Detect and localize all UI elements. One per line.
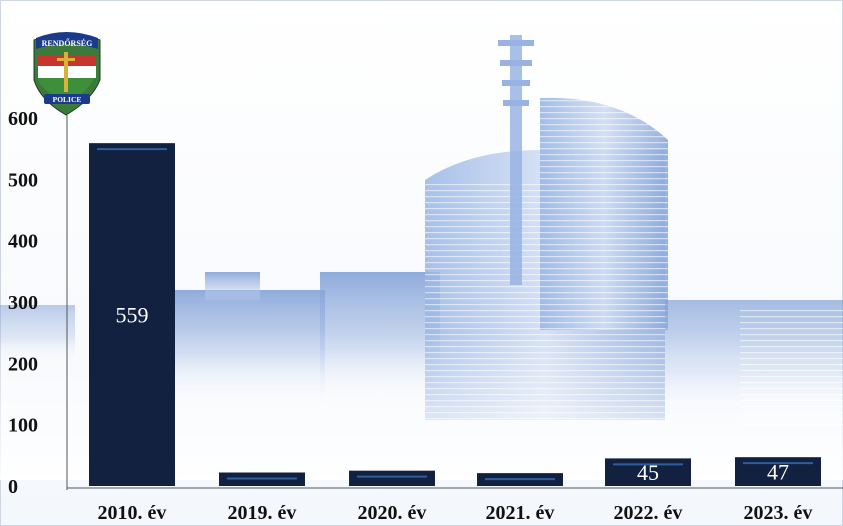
- bar-value-label: 47: [767, 460, 789, 485]
- logo-top-text: RENDŐRSÉG: [42, 38, 93, 48]
- x-tick-label: 2019. év: [228, 502, 297, 524]
- y-tick-label: 400: [8, 231, 38, 253]
- x-tick-label: 2010. év: [98, 502, 167, 524]
- y-tick-label: 100: [8, 415, 38, 437]
- bar: [605, 458, 691, 486]
- y-tick-label: 600: [8, 108, 38, 130]
- x-axis-ticks: 2010. év 2019. év 2020. év 2021. év 2022. év…: [98, 502, 813, 524]
- x-tick-label: 2023. év: [744, 502, 813, 524]
- logo-bottom-text: POLICE: [53, 95, 82, 104]
- x-tick-label: 2022. év: [614, 502, 683, 524]
- x-tick-label: 2021. év: [486, 502, 555, 524]
- y-tick-label: 500: [8, 169, 38, 191]
- police-emblem-logo: RENDŐRSÉG POLICE: [33, 32, 101, 116]
- bars-group: [89, 143, 821, 486]
- bar-value-label: 559: [116, 303, 149, 328]
- background-building-image: [0, 35, 843, 480]
- x-tick-label: 2020. év: [358, 502, 427, 524]
- bar: [735, 457, 821, 486]
- sword-icon: [64, 52, 68, 92]
- bar: [349, 470, 435, 486]
- y-tick-label: 300: [8, 292, 38, 314]
- bar: [89, 143, 175, 486]
- bar-value-label: 45: [637, 460, 659, 485]
- y-tick-label: 200: [8, 353, 38, 375]
- y-tick-label: 0: [8, 476, 18, 498]
- y-axis-ticks: 0 100 200 300 400 500 600: [8, 108, 38, 498]
- bar-data-labels: 559 45 47: [116, 303, 790, 486]
